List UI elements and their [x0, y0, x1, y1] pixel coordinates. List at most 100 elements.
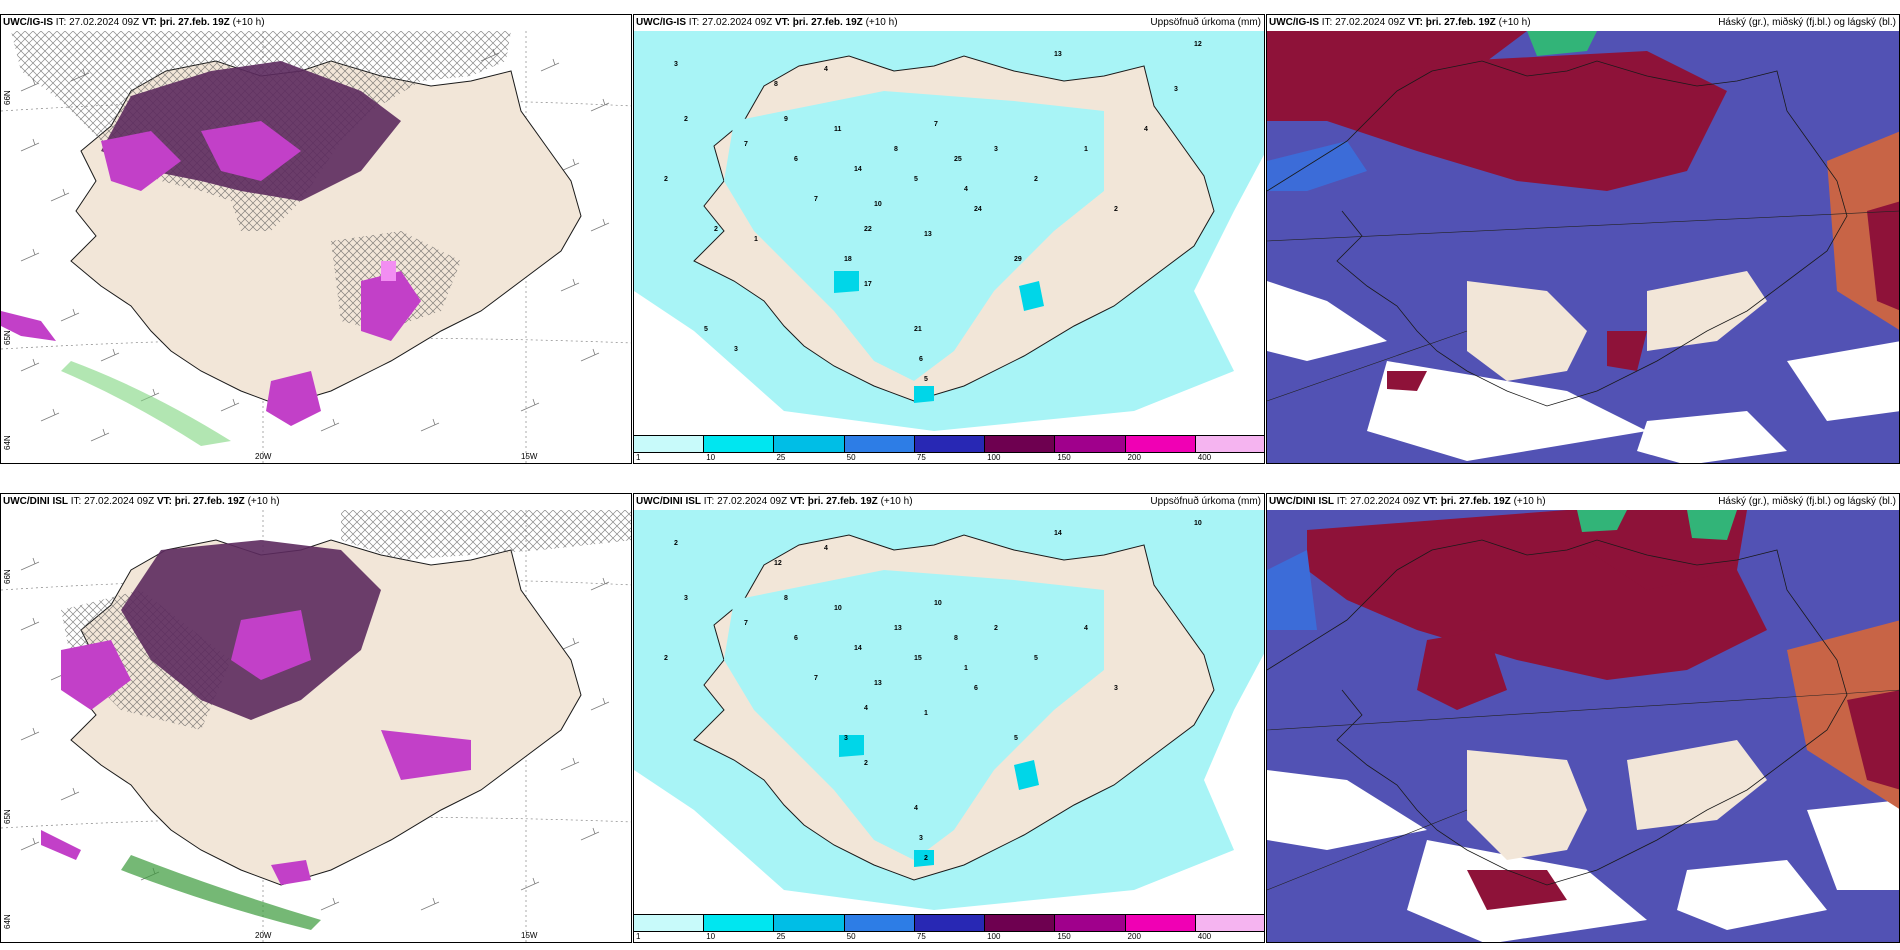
colorbar-tick-label: 75 — [916, 932, 926, 941]
green-band — [61, 361, 231, 446]
precip-value-label: 2 — [924, 855, 928, 862]
precip-value-label: 4 — [824, 66, 828, 73]
colorbar-segment — [634, 915, 705, 931]
cloud-map — [1267, 31, 1899, 463]
colorbar-segment — [1125, 436, 1196, 452]
precip-value-label: 3 — [994, 146, 998, 153]
precip-map: 2324141071286710141313151086432154321254… — [634, 510, 1264, 910]
cloud-map — [1267, 510, 1899, 942]
precip-value-label: 15 — [914, 655, 922, 662]
precip-value-label: 9 — [784, 116, 788, 123]
precip-value-label: 5 — [914, 176, 918, 183]
lat-label-64n: 64N — [3, 914, 12, 929]
precip-value-label: 8 — [784, 595, 788, 602]
colorbar-segment — [1055, 915, 1126, 931]
precip-value-label: 10 — [1194, 520, 1202, 527]
precip-value-label: 6 — [794, 156, 798, 163]
precip-value-label: 10 — [874, 201, 882, 208]
precip-value-label: 13 — [874, 680, 882, 687]
precip-colorbar-ticks: 1 10 25 50 75 100 150 200 400 — [634, 453, 1264, 463]
precip-value-label: 3 — [1174, 86, 1178, 93]
precip-interior — [724, 91, 1104, 381]
precip-value-label: 17 — [864, 281, 872, 288]
precip-value-label: 21 — [914, 326, 922, 333]
lat-label-65n: 65N — [3, 330, 12, 345]
precip-value-label: 24 — [974, 206, 982, 213]
snow-fields — [41, 540, 471, 885]
precip-value-label: 2 — [994, 625, 998, 632]
precip-value-label: 12 — [1194, 41, 1202, 48]
precip-value-label: 1 — [924, 710, 928, 717]
precip-value-label: 7 — [814, 196, 818, 203]
precip-value-label: 4 — [1144, 126, 1148, 133]
precip-value-label: 8 — [894, 146, 898, 153]
precip-value-label: 13 — [1054, 51, 1062, 58]
colorbar-segment — [914, 915, 986, 931]
precip-value-label: 14 — [854, 166, 862, 173]
lat-label-66n: 66N — [3, 90, 12, 105]
precip-value-label: 3 — [1114, 685, 1118, 692]
colorbar-segment — [985, 915, 1056, 931]
precip-value-label: 13 — [894, 625, 902, 632]
precip-value-label: 4 — [824, 545, 828, 552]
panel-title: UWC/DINI ISL IT: 27.02.2024 09Z VT: þri.… — [636, 496, 913, 507]
precip-value-label: 7 — [744, 620, 748, 627]
panel-title: UWC/IG-IS IT: 27.02.2024 09Z VT: þri. 27… — [3, 17, 265, 28]
precip-value-label: 6 — [919, 356, 923, 363]
colorbar-segment — [914, 436, 986, 452]
colorbar-tick-label: 150 — [1057, 932, 1071, 941]
precip-values: 3224131278967111410857252422181713292165… — [664, 41, 1202, 383]
precip-interior — [724, 570, 1104, 860]
colorbar-segment — [704, 436, 775, 452]
precip-value-label: 12 — [774, 560, 782, 567]
colorbar-segment — [985, 436, 1056, 452]
colorbar-segment — [1125, 915, 1196, 931]
precip-value-label: 3 — [919, 835, 923, 842]
panel-title: UWC/IG-IS IT: 27.02.2024 09Z VT: þri. 27… — [636, 17, 898, 28]
precip-value-label: 1 — [964, 665, 968, 672]
precip-value-label: 2 — [1034, 176, 1038, 183]
colorbar-tick-label: 25 — [776, 453, 786, 462]
precip-value-label: 3 — [844, 735, 848, 742]
colorbar-tick-label: 150 — [1057, 453, 1071, 462]
precip-value-label: 18 — [844, 256, 852, 263]
precip-value-label: 5 — [704, 326, 708, 333]
precip-values: 2324141071286710141313151086432154321254… — [664, 520, 1202, 862]
snow-fields — [1, 61, 421, 426]
colorbar-segment — [634, 436, 705, 452]
colorbar-tick-label: 1 — [636, 932, 641, 941]
precip-value-label: 10 — [834, 605, 842, 612]
colorbar-segment — [1195, 915, 1264, 931]
precip-value-label: 5 — [1034, 655, 1038, 662]
colorbar-tick-label: 75 — [916, 453, 926, 462]
lon-label-15w: 15W — [521, 452, 538, 461]
precip-value-label: 2 — [664, 176, 668, 183]
precip-value-label: 4 — [964, 186, 968, 193]
panel-right-title: Háský (gr.), miðský (fj.bl.) og lágský (… — [1718, 17, 1896, 28]
panel-right-title: Uppsöfnuð úrkoma (mm) — [1150, 496, 1261, 507]
precip-value-label: 2 — [714, 226, 718, 233]
hatch-area — [341, 510, 631, 560]
precip-value-label: 2 — [864, 760, 868, 767]
precip-value-label: 7 — [814, 675, 818, 682]
wind-panel-top: UWC/IG-IS IT: 27.02.2024 09Z VT: þri. 27… — [0, 14, 632, 464]
precip-panel-top: UWC/IG-IS IT: 27.02.2024 09Z VT: þri. 27… — [633, 14, 1265, 464]
wind-snow-map — [1, 31, 631, 463]
precip-value-label: 11 — [834, 126, 842, 133]
colorbar-segment — [704, 915, 775, 931]
precip-value-label: 6 — [974, 685, 978, 692]
lon-label-15w: 15W — [521, 931, 538, 940]
precip-value-label: 10 — [934, 600, 942, 607]
precip-colorbar — [634, 914, 1264, 932]
panel-right-title: Uppsöfnuð úrkoma (mm) — [1150, 17, 1261, 28]
precip-value-label: 13 — [924, 231, 932, 238]
lon-label-20w: 20W — [255, 452, 272, 461]
cloud-panel-bottom: UWC/DINI ISL IT: 27.02.2024 09Z VT: þri.… — [1266, 493, 1900, 943]
precip-value-label: 8 — [954, 635, 958, 642]
precip-value-label: 5 — [924, 376, 928, 383]
colorbar-tick-label: 100 — [987, 932, 1001, 941]
colorbar-tick-label: 200 — [1127, 932, 1141, 941]
panel-title: UWC/DINI ISL IT: 27.02.2024 09Z VT: þri.… — [3, 496, 280, 507]
colorbar-tick-label: 50 — [846, 932, 856, 941]
precip-value-label: 3 — [684, 595, 688, 602]
